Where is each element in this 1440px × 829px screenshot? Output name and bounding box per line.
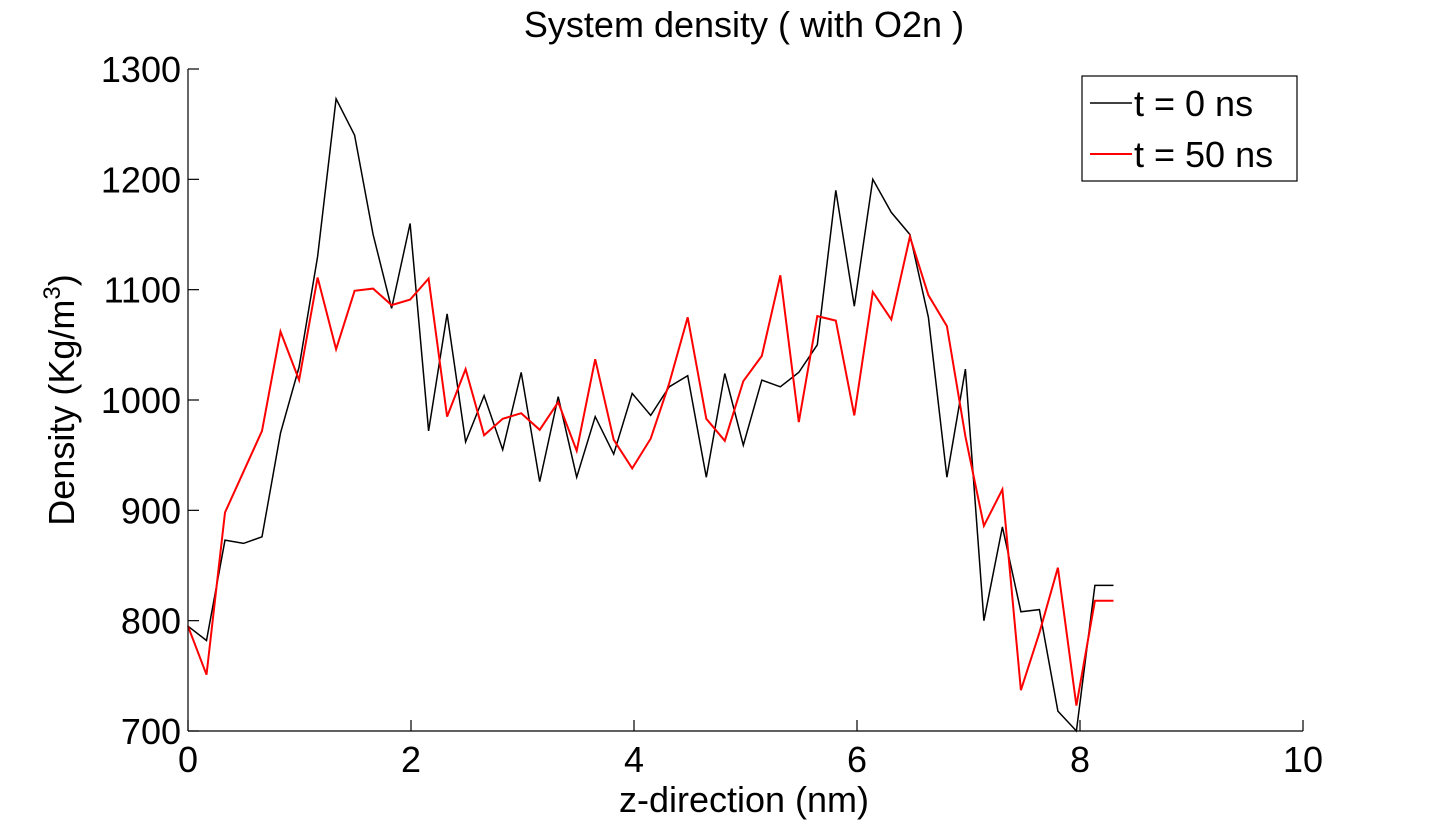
y-axis-label-main: Density (Kg/m bbox=[41, 300, 82, 526]
series-layer bbox=[187, 96, 1114, 733]
legend-label-t50: t = 50 ns bbox=[1134, 134, 1273, 175]
x-tick-label-0: 0 bbox=[178, 739, 198, 780]
y-axis-label-superscript: 3 bbox=[39, 286, 66, 299]
y-axis-label: Density (Kg/m3) bbox=[39, 274, 82, 525]
y-tick-label-1100: 1100 bbox=[104, 270, 181, 311]
series-line-1 bbox=[187, 232, 1114, 706]
y-tick-label-700: 700 bbox=[121, 711, 181, 752]
y-tick-label-900: 900 bbox=[121, 490, 181, 531]
legend-box bbox=[1081, 75, 1298, 182]
x-tick-label-8: 8 bbox=[1070, 739, 1090, 780]
x-tick-label-6: 6 bbox=[847, 739, 867, 780]
x-tick-label-4: 4 bbox=[624, 739, 644, 780]
legend: t = 0 ns t = 50 ns bbox=[1081, 75, 1298, 182]
y-tick-label-1300: 1300 bbox=[101, 49, 181, 90]
x-tick-label-2: 2 bbox=[401, 739, 421, 780]
x-tick-label-10: 10 bbox=[1283, 739, 1323, 780]
y-tick-label-1000: 1000 bbox=[101, 380, 181, 421]
x-axis-label: z-direction (nm) bbox=[619, 779, 869, 820]
legend-label-t0: t = 0 ns bbox=[1134, 83, 1253, 124]
y-axis-label-suffix: ) bbox=[41, 274, 82, 286]
y-tick-label-1200: 1200 bbox=[101, 159, 181, 200]
chart-title: System density ( with O2n ) bbox=[524, 4, 964, 45]
axes-layer: 0 2 4 6 8 10 700 800 900 1000 1100 1200 1300 bbox=[101, 49, 1323, 780]
y-tick-label-800: 800 bbox=[121, 601, 181, 642]
